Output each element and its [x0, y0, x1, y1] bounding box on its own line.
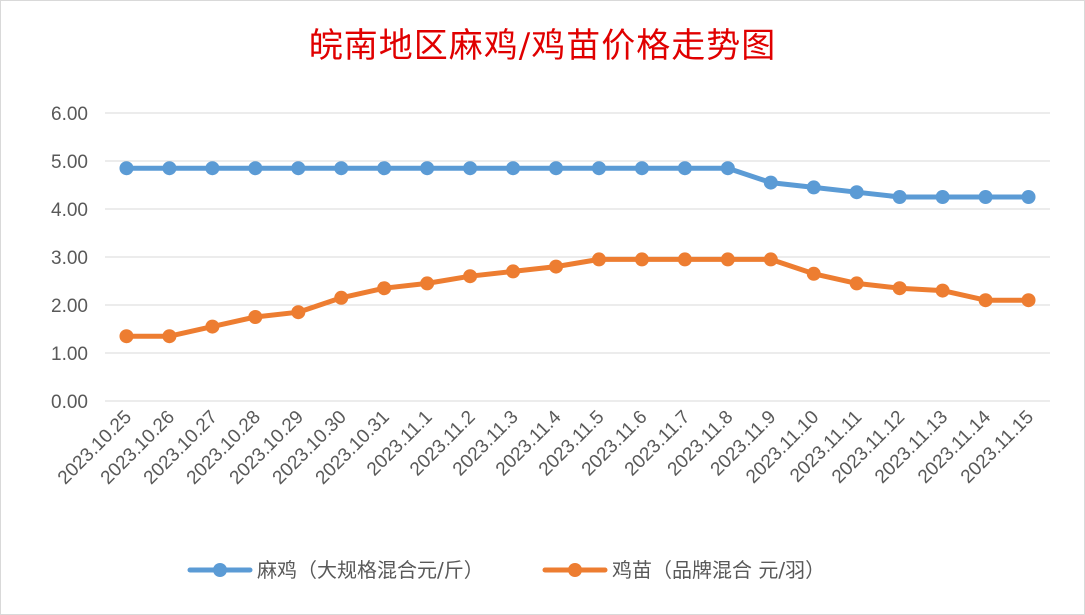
- data-point: [248, 161, 263, 176]
- y-tick-label: 3.00: [51, 248, 88, 269]
- data-point: [763, 252, 778, 267]
- data-point: [892, 281, 907, 296]
- data-point: [377, 281, 392, 296]
- legend-swatch-marker: [568, 563, 582, 577]
- legend-label: 麻鸡（大规格混合元/斤）: [257, 558, 484, 582]
- data-point: [849, 276, 864, 291]
- data-point: [162, 329, 177, 344]
- legend: 麻鸡（大规格混合元/斤） 鸡苗（品牌混合 元/羽）: [187, 558, 825, 582]
- data-point: [506, 161, 521, 176]
- data-point: [591, 161, 606, 176]
- series-1: [119, 161, 1036, 204]
- y-tick-label: 4.00: [51, 200, 88, 221]
- data-point: [205, 161, 220, 176]
- y-tick-label: 5.00: [51, 152, 88, 173]
- data-point: [978, 190, 993, 204]
- data-point: [634, 252, 649, 267]
- data-point: [849, 185, 864, 200]
- data-point: [677, 252, 692, 267]
- data-point: [506, 264, 521, 279]
- data-point: [334, 161, 349, 176]
- data-point: [334, 290, 349, 305]
- chart-title: 皖南地区麻鸡/鸡苗价格走势图: [308, 26, 777, 66]
- data-point: [677, 161, 692, 176]
- legend-item-2: 鸡苗（品牌混合 元/羽）: [542, 558, 825, 582]
- data-point: [205, 319, 220, 334]
- data-point: [763, 175, 778, 190]
- data-point: [634, 161, 649, 176]
- gridlines: [105, 112, 1050, 402]
- data-point: [806, 180, 821, 195]
- data-point: [119, 329, 134, 344]
- data-point: [1021, 293, 1036, 308]
- data-point: [892, 190, 907, 204]
- series-line: [123, 256, 1032, 339]
- data-point: [420, 161, 435, 176]
- data-point: [978, 293, 993, 308]
- legend-item-1: 麻鸡（大规格混合元/斤）: [187, 558, 484, 582]
- data-point: [806, 266, 821, 281]
- data-point: [935, 283, 950, 298]
- data-point: [248, 310, 263, 324]
- data-point: [549, 161, 564, 176]
- data-point: [463, 161, 478, 176]
- x-axis-ticks: 2023.10.252023.10.262023.10.272023.10.28…: [54, 406, 1038, 488]
- data-point: [720, 252, 735, 267]
- data-point: [549, 259, 564, 274]
- data-point: [935, 190, 950, 204]
- y-tick-label: 1.00: [51, 344, 88, 365]
- y-tick-label: 6.00: [51, 104, 88, 125]
- legend-label: 鸡苗（品牌混合 元/羽）: [612, 558, 825, 582]
- y-axis-ticks: 0.00 1.00 2.00 3.00 4.00 5.00 6.00: [51, 104, 88, 413]
- data-point: [291, 161, 306, 176]
- data-point: [377, 161, 392, 176]
- data-point: [463, 269, 478, 284]
- series-group: [119, 161, 1036, 344]
- series-line: [123, 165, 1032, 200]
- y-tick-label: 0.00: [51, 392, 88, 413]
- data-point: [119, 161, 134, 176]
- data-point: [720, 161, 735, 176]
- y-tick-label: 2.00: [51, 296, 88, 317]
- data-point: [420, 276, 435, 291]
- legend-swatch-marker: [213, 563, 227, 577]
- data-point: [591, 252, 606, 267]
- series-2: [119, 252, 1036, 344]
- data-point: [162, 161, 177, 176]
- data-point: [1021, 190, 1036, 204]
- data-point: [291, 305, 306, 320]
